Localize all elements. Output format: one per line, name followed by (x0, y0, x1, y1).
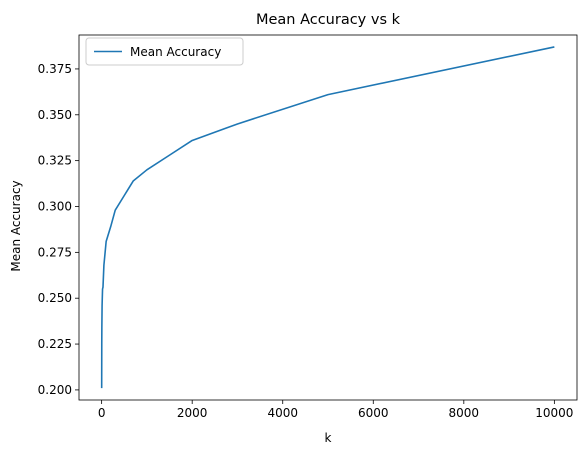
legend: Mean Accuracy (85, 37, 244, 66)
x-tick-label-1: 2000 (177, 406, 208, 420)
plot-area: 0 2000 4000 6000 8000 10000 0.200 0.225 0.250 0.2… (38, 34, 578, 420)
x-tick-label-3: 6000 (358, 406, 389, 420)
y-tick-label-4: 0.300 (38, 199, 72, 213)
legend-box (85, 37, 244, 66)
x-tick-label-4: 8000 (449, 406, 480, 420)
y-tick-label-5: 0.325 (38, 154, 72, 168)
y-tick-label-1: 0.225 (38, 337, 72, 351)
y-tick-label-7: 0.375 (38, 62, 72, 76)
y-axis-title: Mean Accuracy (9, 180, 23, 271)
y-tick-label-2: 0.250 (38, 291, 72, 305)
x-tick-label-0: 0 (98, 406, 106, 420)
x-tick-label-2: 4000 (267, 406, 298, 420)
plot-frame (78, 34, 578, 401)
series-line-0 (100, 46, 555, 389)
chart-title: Mean Accuracy vs k (256, 12, 401, 28)
y-tick-label-0: 0.200 (38, 383, 72, 397)
x-axis-title: k (325, 431, 332, 445)
y-tick-label-6: 0.350 (38, 108, 72, 122)
y-tick-label-3: 0.275 (38, 245, 72, 259)
legend-label: Mean Accuracy (130, 45, 221, 59)
x-tick-label-5: 10000 (535, 406, 573, 420)
